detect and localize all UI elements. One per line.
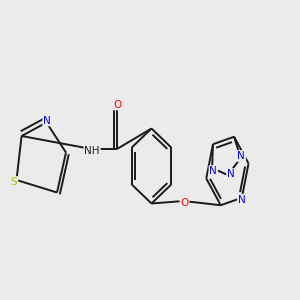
Text: NH: NH [84,146,100,157]
Text: N: N [237,151,245,161]
Text: N: N [43,116,51,125]
Text: N: N [227,169,235,179]
Text: N: N [238,195,246,205]
Text: S: S [11,177,17,187]
Text: O: O [180,197,189,208]
Text: O: O [113,100,122,110]
Text: N: N [209,166,217,176]
